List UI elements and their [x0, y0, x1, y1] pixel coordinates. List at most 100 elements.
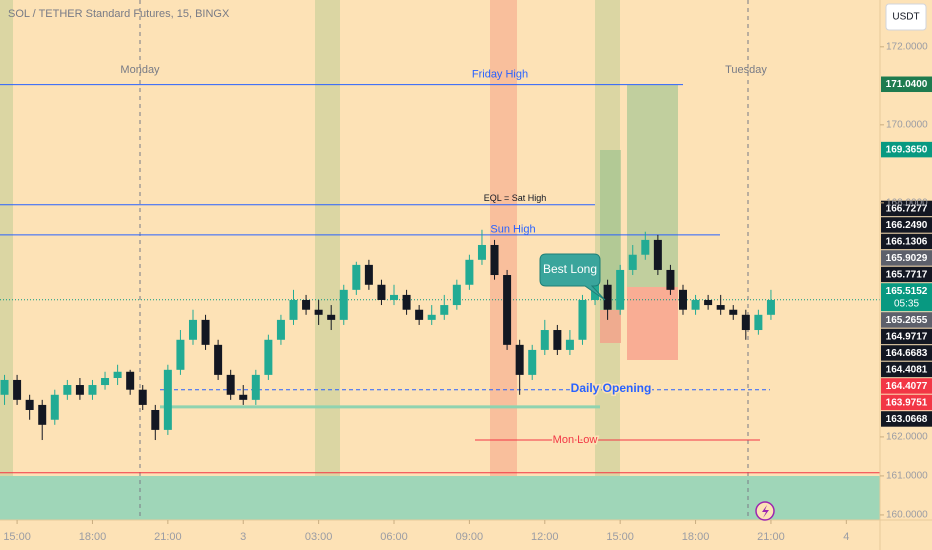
price-tag-label: 166.7277 [886, 203, 928, 214]
candle-body [377, 284, 386, 300]
candle-body [289, 299, 298, 320]
chart-title: SOL / TETHER Standard Futures, 15, BINGX [8, 8, 230, 20]
y-tick-label: 168.0000 [886, 197, 928, 208]
price-tag [881, 266, 932, 283]
candle-body [25, 399, 34, 410]
candle-body [666, 269, 675, 290]
candle-body [603, 284, 612, 310]
level-label: Friday High [472, 69, 528, 81]
x-tick-label: 12:00 [531, 531, 559, 543]
x-tick-label: 18:00 [682, 531, 710, 543]
candle-body [754, 314, 763, 331]
session-band [315, 0, 340, 520]
x-tick-label: 21:00 [154, 531, 182, 543]
candle-body [678, 289, 687, 310]
candle-body [226, 374, 235, 395]
price-tag [881, 141, 932, 158]
candle-body [477, 244, 486, 260]
candle-body [415, 309, 424, 320]
candle-body [63, 385, 72, 395]
candle-body [440, 305, 449, 315]
price-countdown: 05:35 [894, 298, 919, 309]
x-tick-label: 09:00 [456, 531, 484, 543]
price-tag [881, 200, 932, 217]
candle-body [704, 299, 713, 306]
y-tick-label: 172.0000 [886, 41, 928, 52]
price-tags: 171.0400 169.3650 166.7277 166.2490 166.1306… [881, 76, 932, 427]
position-profit [627, 85, 678, 287]
price-tag [881, 361, 932, 378]
candle-body [276, 319, 285, 340]
price-tag-label: 164.4081 [886, 364, 928, 375]
candle-body [528, 349, 537, 375]
candle-body [452, 284, 461, 306]
price-tag [881, 345, 932, 361]
price-tag-label: 166.1306 [886, 236, 928, 247]
level-label: EQL = Sat High [484, 193, 546, 203]
x-tick-label: 03:00 [305, 531, 333, 543]
candle-body [503, 275, 512, 345]
price-tag-label: 165.2655 [886, 315, 928, 326]
candle-body [302, 299, 311, 310]
candle-body [641, 239, 650, 255]
candle-body [352, 264, 361, 290]
candle-body [201, 319, 210, 345]
candle-body [565, 339, 574, 350]
candle-body [38, 404, 47, 425]
candle-body [75, 385, 84, 395]
y-tick-label: 161.0000 [886, 471, 928, 482]
candle-body [50, 394, 59, 420]
candle-body [101, 378, 110, 386]
price-tag [881, 411, 932, 427]
candle-body [214, 344, 223, 375]
position-loss [627, 287, 678, 360]
candle-body [176, 339, 185, 370]
price-tag-label: 166.2490 [886, 220, 928, 231]
candle-body [314, 309, 323, 315]
level-label: Mon Low [553, 434, 598, 446]
x-tick-label: 21:00 [757, 531, 785, 543]
session-label: Monday [120, 64, 160, 76]
callout-bubble [539, 253, 606, 301]
currency-label[interactable]: USDT [892, 12, 919, 23]
price-tag [881, 233, 932, 250]
price-tag [881, 312, 932, 328]
price-tag-label: 165.9029 [886, 253, 928, 264]
levels: Friday High EQL = Sat High Sun High Daily O… [0, 69, 880, 474]
candle-body [402, 294, 411, 310]
price-tag [881, 217, 932, 233]
candle-body [741, 314, 750, 331]
candle-body [465, 259, 474, 285]
position-loss [600, 310, 621, 343]
candle-body [251, 374, 260, 400]
price-tag-label: 169.3650 [886, 144, 928, 155]
currency-button[interactable] [885, 3, 927, 31]
level-label: Sun High [490, 224, 535, 236]
session-band [0, 0, 13, 520]
candle-body [364, 264, 373, 285]
candle-body [578, 299, 587, 340]
candle-body [616, 269, 625, 310]
candle-body [553, 330, 562, 350]
position-profit [600, 150, 621, 310]
candle-body [490, 244, 499, 276]
candle-body [729, 309, 738, 315]
candle-body [88, 385, 97, 395]
price-tag-label: 163.0668 [886, 414, 928, 425]
candle-body [151, 409, 160, 430]
y-tick-label: 170.0000 [886, 119, 928, 130]
y-tick-label: 162.0000 [886, 432, 928, 443]
price-tag [881, 328, 932, 345]
candle-body [0, 379, 9, 395]
candle-body [339, 289, 348, 320]
x-tick-label: 18:00 [79, 531, 107, 543]
price-tag [881, 283, 932, 312]
price-tag [881, 378, 932, 394]
price-tag-label: 164.6683 [886, 348, 928, 359]
candle-body [126, 371, 135, 390]
price-tag-label: 165.7717 [886, 269, 928, 280]
candle-body [239, 394, 248, 400]
candle-body [540, 330, 549, 350]
candle-body [716, 305, 725, 310]
